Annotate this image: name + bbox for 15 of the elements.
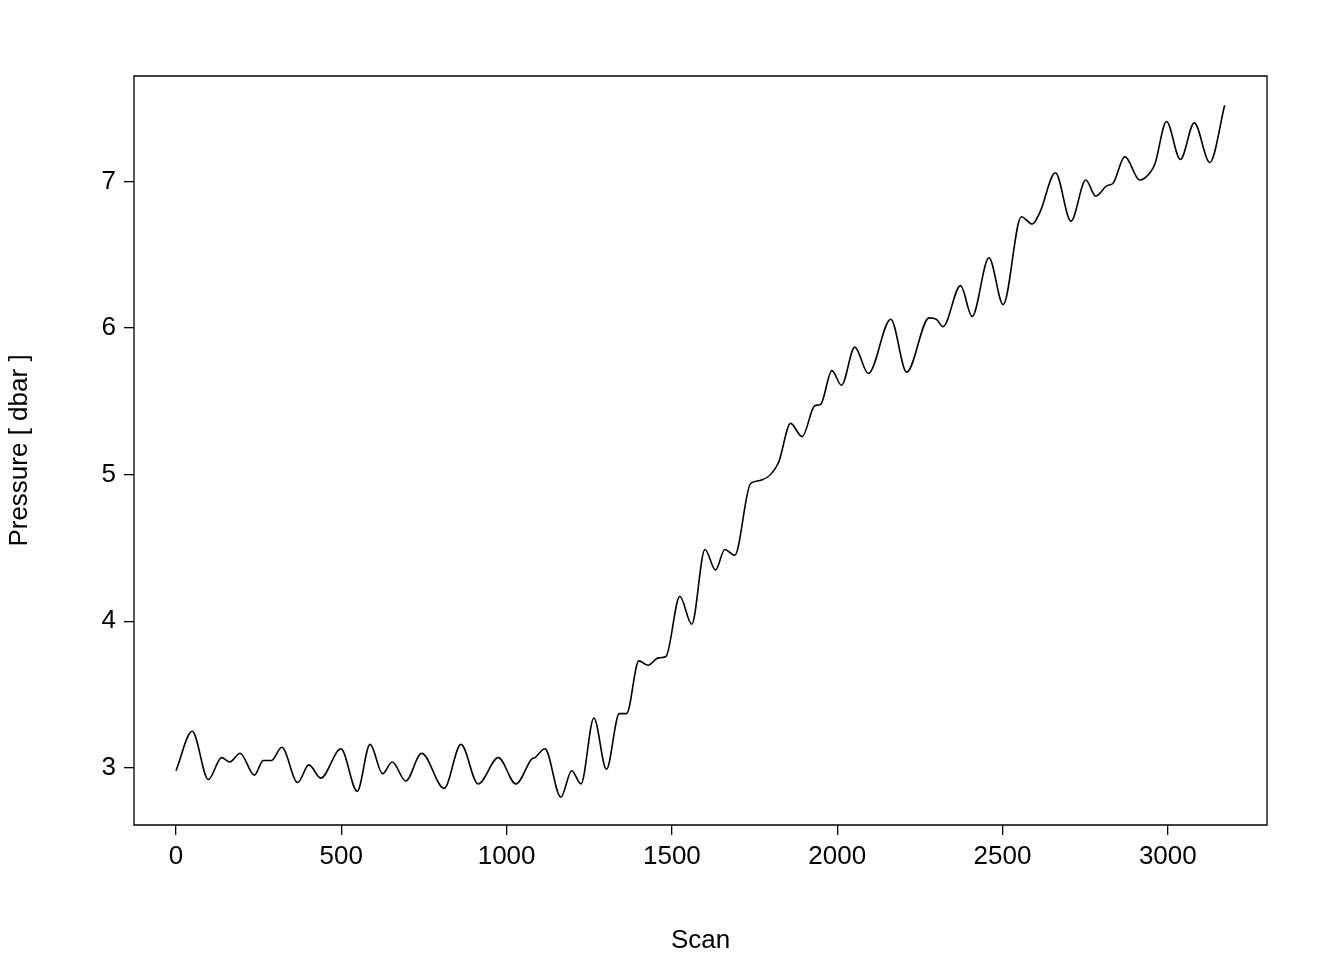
y-tick-label: 4 <box>101 604 116 635</box>
y-axis-title: Pressure [ dbar ] <box>2 354 33 547</box>
x-tick-label: 500 <box>319 839 363 870</box>
line-series <box>175 104 1226 798</box>
x-tick-label: 0 <box>168 839 184 870</box>
x-tick-label: 1500 <box>642 839 701 870</box>
y-tick-label: 5 <box>101 457 116 488</box>
x-tick-label: 2500 <box>973 839 1032 870</box>
x-tick-label: 3000 <box>1138 839 1197 870</box>
x-axis-title: Scan <box>670 923 731 954</box>
y-tick-label: 7 <box>101 164 116 195</box>
x-tick-label: 2000 <box>808 839 867 870</box>
x-tick-label: 1000 <box>477 839 536 870</box>
y-tick-label: 3 <box>101 751 116 782</box>
y-tick-label: 6 <box>101 311 116 342</box>
